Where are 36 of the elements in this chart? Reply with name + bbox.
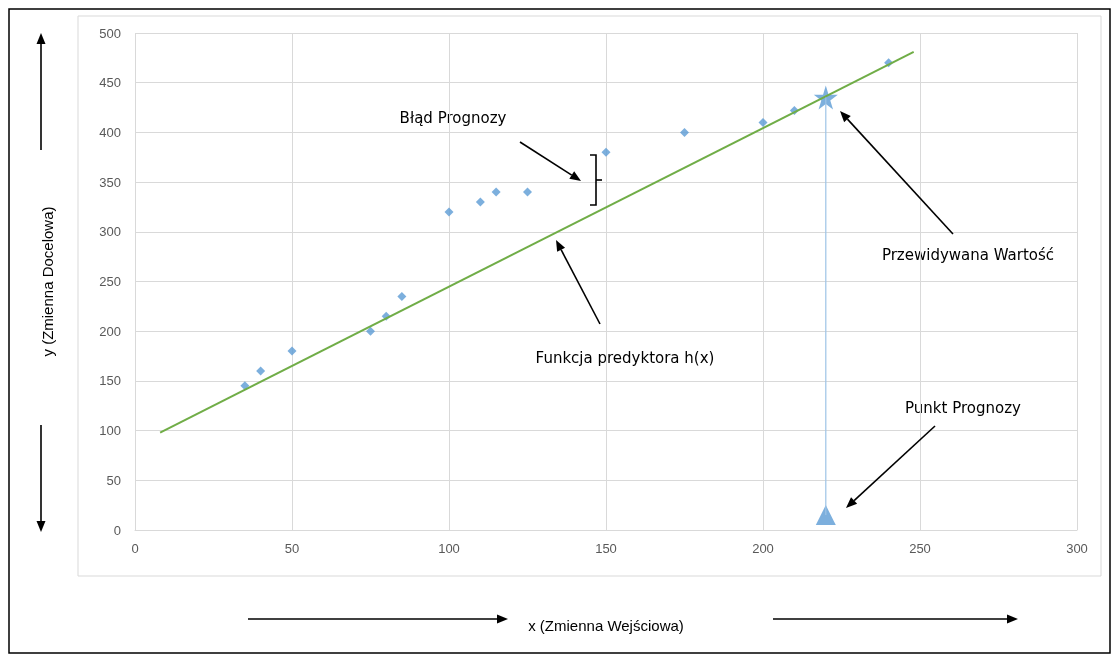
y-tick-label: 0 (113, 522, 121, 538)
point (397, 291, 407, 301)
point (491, 187, 501, 197)
point (366, 326, 375, 336)
point (287, 346, 297, 356)
y-axis-title: y (Zmienna Docelowa) (39, 206, 56, 357)
x-axis-title: x (Zmienna Wejściowa) (528, 617, 684, 634)
annotation: Przewidywana Wartość (881, 246, 1055, 264)
point (680, 127, 689, 137)
y-tick-label: 150 (99, 373, 121, 389)
y-tick-label: 400 (99, 124, 121, 140)
annotation: Funkcja predyktora h(x) (535, 349, 715, 367)
x-tick-label: 100 (438, 541, 460, 556)
point (815, 505, 836, 526)
y-tick-label: 350 (99, 174, 121, 190)
annotation: Punkt Prognozy (905, 399, 1022, 417)
y-tick-label: 100 (99, 423, 121, 439)
point (256, 366, 266, 376)
x-tick-label: 300 (1066, 541, 1088, 556)
x-tick-label: 0 (131, 541, 139, 556)
y-tick-label: 250 (99, 274, 121, 289)
point (523, 187, 532, 197)
point (475, 197, 485, 207)
annotation: Błąd Prognozy (399, 109, 507, 127)
x-tick-label: 250 (909, 541, 931, 556)
y-tick-label: 500 (99, 25, 121, 41)
x-tick-label: 200 (752, 541, 774, 556)
point (444, 207, 454, 217)
x-tick-label: 150 (595, 541, 617, 556)
y-tick-label: 450 (99, 75, 121, 91)
y-tick-label: 300 (99, 224, 121, 240)
point (758, 117, 768, 127)
y-tick-label: 200 (99, 323, 121, 339)
point (601, 147, 611, 157)
x-tick-label: 50 (284, 541, 300, 556)
y-tick-label: 50 (106, 472, 121, 488)
